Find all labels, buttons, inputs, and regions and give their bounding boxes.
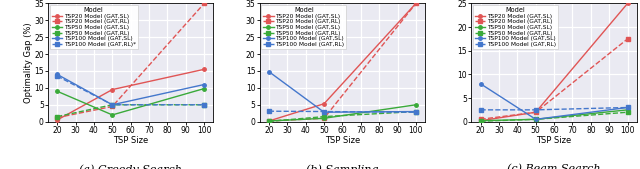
Line: TSP50 Model (GAT,SL): TSP50 Model (GAT,SL)	[267, 103, 418, 123]
TSP20 Model (GAT,RL)	[108, 105, 116, 107]
TSP20 Model (GAT,SL)	[53, 119, 61, 121]
TSP50 Model (GAT,RL)	[108, 104, 116, 106]
TSP100 Model (GAT,RL)	[477, 109, 484, 111]
Text: (b) Sampling: (b) Sampling	[306, 164, 379, 169]
TSP50 Model (GAT,SL)	[53, 90, 61, 92]
TSP20 Model (GAT,RL)	[532, 111, 540, 113]
TSP50 Model (GAT,RL)	[200, 104, 208, 106]
Line: TSP20 Model (GAT,RL): TSP20 Model (GAT,RL)	[267, 2, 418, 123]
Line: TSP50 Model (GAT,SL): TSP50 Model (GAT,SL)	[56, 87, 206, 117]
Line: TSP100 Model (GAT,SL): TSP100 Model (GAT,SL)	[267, 70, 418, 114]
TSP100 Model (GAT,SL)	[624, 106, 632, 108]
TSP50 Model (GAT,RL)	[53, 116, 61, 118]
TSP50 Model (GAT,SL)	[265, 120, 273, 122]
TSP100 Model (GAT,SL)	[320, 111, 328, 113]
Line: TSP50 Model (GAT,RL): TSP50 Model (GAT,RL)	[267, 110, 418, 123]
TSP50 Model (GAT,SL)	[532, 118, 540, 120]
Line: TSP100 Model (GAT,SL): TSP100 Model (GAT,SL)	[56, 73, 206, 106]
TSP50 Model (GAT,RL)	[477, 120, 484, 122]
TSP100 Model (GAT,SL)	[532, 118, 540, 120]
Line: TSP100 Model (GAT,RL): TSP100 Model (GAT,RL)	[267, 110, 418, 114]
TSP50 Model (GAT,RL)	[412, 111, 420, 113]
TSP100 Model (GAT,SL)	[477, 83, 484, 85]
TSP100 Model (GAT,RL)	[532, 109, 540, 111]
Text: (a) Greedy Search: (a) Greedy Search	[79, 164, 182, 169]
TSP100 Model (GAT,RL)	[412, 111, 420, 113]
X-axis label: TSP Size: TSP Size	[536, 136, 572, 145]
TSP50 Model (GAT,RL)	[624, 111, 632, 113]
TSP100 Model (GAT,SL)	[53, 73, 61, 75]
TSP20 Model (GAT,RL)	[53, 117, 61, 119]
Legend: TSP20 Model (GAT,SL), TSP20 Model (GAT,RL), TSP50 Model (GAT,SL), TSP50 Model (G: TSP20 Model (GAT,SL), TSP20 Model (GAT,R…	[50, 5, 138, 49]
TSP20 Model (GAT,RL)	[265, 120, 273, 122]
Y-axis label: Optimality Gap (%): Optimality Gap (%)	[24, 22, 33, 103]
X-axis label: TSP Size: TSP Size	[324, 136, 360, 145]
TSP100 Model (GAT,SL)	[200, 83, 208, 86]
TSP100 Model (GAT,RL)	[624, 106, 632, 108]
TSP20 Model (GAT,SL)	[477, 120, 484, 122]
TSP20 Model (GAT,RL)	[624, 38, 632, 40]
TSP50 Model (GAT,SL)	[624, 109, 632, 111]
TSP100 Model (GAT,SL)	[265, 71, 273, 73]
TSP100 Model (GAT,RL)	[320, 111, 328, 113]
TSP20 Model (GAT,SL)	[265, 120, 273, 122]
TSP100 Model (GAT,RL)	[265, 110, 273, 112]
TSP100 Model (GAT,RL)*	[108, 104, 116, 106]
Line: TSP50 Model (GAT,RL): TSP50 Model (GAT,RL)	[56, 103, 206, 118]
TSP50 Model (GAT,RL)	[320, 116, 328, 118]
X-axis label: TSP Size: TSP Size	[113, 136, 148, 145]
TSP20 Model (GAT,SL)	[320, 103, 328, 105]
TSP20 Model (GAT,SL)	[200, 68, 208, 70]
TSP20 Model (GAT,RL)	[320, 117, 328, 119]
Line: TSP100 Model (GAT,RL)*: TSP100 Model (GAT,RL)*	[56, 74, 206, 106]
TSP50 Model (GAT,SL)	[412, 104, 420, 106]
Legend: TSP20 Model (GAT,SL), TSP20 Model (GAT,RL), TSP50 Model (GAT,SL), TSP50 Model (G: TSP20 Model (GAT,SL), TSP20 Model (GAT,R…	[473, 5, 558, 49]
TSP50 Model (GAT,SL)	[320, 117, 328, 119]
TSP50 Model (GAT,SL)	[477, 120, 484, 122]
TSP20 Model (GAT,RL)	[477, 118, 484, 120]
TSP100 Model (GAT,RL)*	[53, 75, 61, 77]
TSP100 Model (GAT,SL)	[108, 104, 116, 106]
Line: TSP100 Model (GAT,RL): TSP100 Model (GAT,RL)	[479, 106, 629, 112]
TSP100 Model (GAT,SL)	[412, 111, 420, 113]
Line: TSP20 Model (GAT,SL): TSP20 Model (GAT,SL)	[479, 2, 629, 123]
Line: TSP20 Model (GAT,RL): TSP20 Model (GAT,RL)	[56, 2, 206, 119]
TSP50 Model (GAT,SL)	[108, 114, 116, 116]
TSP50 Model (GAT,RL)	[532, 118, 540, 120]
Line: TSP100 Model (GAT,SL): TSP100 Model (GAT,SL)	[479, 82, 629, 121]
TSP20 Model (GAT,RL)	[200, 2, 208, 4]
TSP50 Model (GAT,SL)	[200, 88, 208, 90]
Line: TSP50 Model (GAT,RL): TSP50 Model (GAT,RL)	[479, 111, 629, 123]
Line: TSP50 Model (GAT,SL): TSP50 Model (GAT,SL)	[479, 108, 629, 123]
TSP20 Model (GAT,SL)	[624, 2, 632, 4]
TSP50 Model (GAT,RL)	[265, 120, 273, 122]
TSP20 Model (GAT,SL)	[412, 2, 420, 4]
Line: TSP20 Model (GAT,RL): TSP20 Model (GAT,RL)	[479, 37, 629, 121]
TSP100 Model (GAT,RL)*	[200, 104, 208, 106]
Legend: TSP20 Model (GAT,SL), TSP20 Model (GAT,RL), TSP50 Model (GAT,SL), TSP50 Model (G: TSP20 Model (GAT,SL), TSP20 Model (GAT,R…	[262, 5, 346, 49]
Line: TSP20 Model (GAT,SL): TSP20 Model (GAT,SL)	[267, 2, 418, 123]
Line: TSP20 Model (GAT,SL): TSP20 Model (GAT,SL)	[56, 68, 206, 122]
Text: (c) Beam Search: (c) Beam Search	[508, 164, 601, 169]
TSP20 Model (GAT,RL)	[412, 2, 420, 4]
TSP20 Model (GAT,SL)	[532, 111, 540, 113]
TSP20 Model (GAT,SL)	[108, 89, 116, 91]
